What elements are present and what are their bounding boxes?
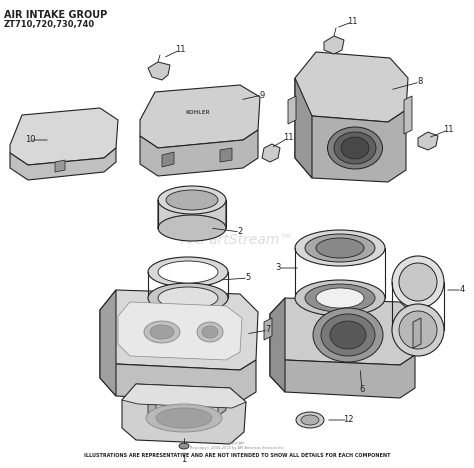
- Polygon shape: [118, 302, 242, 360]
- Ellipse shape: [158, 186, 226, 214]
- Ellipse shape: [295, 230, 385, 266]
- Polygon shape: [100, 290, 116, 396]
- Ellipse shape: [158, 261, 218, 283]
- Polygon shape: [158, 200, 226, 238]
- Polygon shape: [413, 318, 421, 348]
- Text: 2: 2: [237, 227, 243, 236]
- Ellipse shape: [399, 311, 437, 349]
- Ellipse shape: [328, 127, 383, 169]
- Ellipse shape: [316, 288, 364, 308]
- Ellipse shape: [144, 321, 180, 343]
- Polygon shape: [220, 148, 232, 162]
- Ellipse shape: [399, 263, 437, 301]
- Text: 4: 4: [459, 285, 465, 294]
- Polygon shape: [270, 344, 415, 398]
- Ellipse shape: [296, 412, 324, 428]
- Ellipse shape: [392, 304, 444, 356]
- Text: 3: 3: [275, 263, 281, 272]
- Text: AIR INTAKE GROUP: AIR INTAKE GROUP: [4, 10, 107, 20]
- Ellipse shape: [166, 190, 218, 210]
- Polygon shape: [100, 290, 258, 370]
- Text: 6: 6: [359, 386, 365, 395]
- Ellipse shape: [146, 404, 222, 432]
- Text: 9: 9: [259, 90, 264, 100]
- Polygon shape: [148, 62, 170, 80]
- Ellipse shape: [321, 314, 375, 356]
- Text: ILLUSTRATIONS ARE REPRESENTATIVE AND ARE NOT INTENDED TO SHOW ALL DETAILS FOR EA: ILLUSTRATIONS ARE REPRESENTATIVE AND ARE…: [84, 453, 390, 458]
- Ellipse shape: [150, 325, 174, 339]
- Polygon shape: [100, 346, 256, 402]
- Ellipse shape: [341, 137, 369, 159]
- Text: 10: 10: [25, 136, 35, 145]
- Polygon shape: [262, 144, 280, 162]
- Text: 11: 11: [175, 45, 185, 54]
- Polygon shape: [288, 96, 296, 124]
- Text: 7: 7: [265, 326, 271, 335]
- Text: 5: 5: [246, 273, 251, 283]
- Ellipse shape: [392, 256, 444, 308]
- Polygon shape: [55, 160, 65, 172]
- Ellipse shape: [295, 280, 385, 316]
- Ellipse shape: [158, 287, 218, 309]
- Ellipse shape: [316, 238, 364, 258]
- Polygon shape: [270, 298, 418, 365]
- Polygon shape: [264, 318, 272, 340]
- Text: 8: 8: [417, 78, 423, 87]
- Text: 12: 12: [343, 416, 353, 424]
- Ellipse shape: [313, 308, 383, 362]
- Ellipse shape: [156, 408, 212, 428]
- Polygon shape: [122, 384, 246, 408]
- Polygon shape: [162, 152, 174, 167]
- Polygon shape: [295, 52, 408, 122]
- Ellipse shape: [330, 321, 366, 349]
- Polygon shape: [218, 390, 226, 416]
- Text: Copyright
Reg copy© 2004–2015 by ARI Americas Services Inc.: Copyright Reg copy© 2004–2015 by ARI Ame…: [190, 441, 284, 450]
- Text: 11: 11: [443, 125, 453, 134]
- Text: ArtPartStream™: ArtPartStream™: [181, 233, 293, 247]
- Text: 11: 11: [283, 133, 293, 142]
- Text: 11: 11: [347, 17, 357, 27]
- Ellipse shape: [197, 322, 223, 342]
- Polygon shape: [140, 85, 260, 148]
- Polygon shape: [148, 390, 156, 416]
- Ellipse shape: [305, 234, 375, 262]
- Ellipse shape: [179, 443, 189, 449]
- Ellipse shape: [158, 215, 226, 241]
- Polygon shape: [295, 96, 406, 182]
- Text: KOHLER: KOHLER: [186, 110, 210, 115]
- Polygon shape: [324, 36, 344, 54]
- Ellipse shape: [148, 257, 228, 287]
- Ellipse shape: [334, 132, 376, 164]
- Polygon shape: [10, 108, 118, 165]
- Text: 1: 1: [182, 455, 187, 465]
- Polygon shape: [140, 130, 258, 176]
- Ellipse shape: [301, 415, 319, 425]
- Ellipse shape: [305, 284, 375, 312]
- Ellipse shape: [202, 326, 218, 338]
- Text: ZT710,720,730,740: ZT710,720,730,740: [4, 20, 95, 29]
- Polygon shape: [10, 148, 116, 180]
- Polygon shape: [418, 132, 438, 150]
- Ellipse shape: [148, 283, 228, 313]
- Polygon shape: [270, 298, 285, 392]
- Polygon shape: [295, 78, 312, 178]
- Polygon shape: [404, 96, 412, 134]
- Polygon shape: [122, 384, 246, 444]
